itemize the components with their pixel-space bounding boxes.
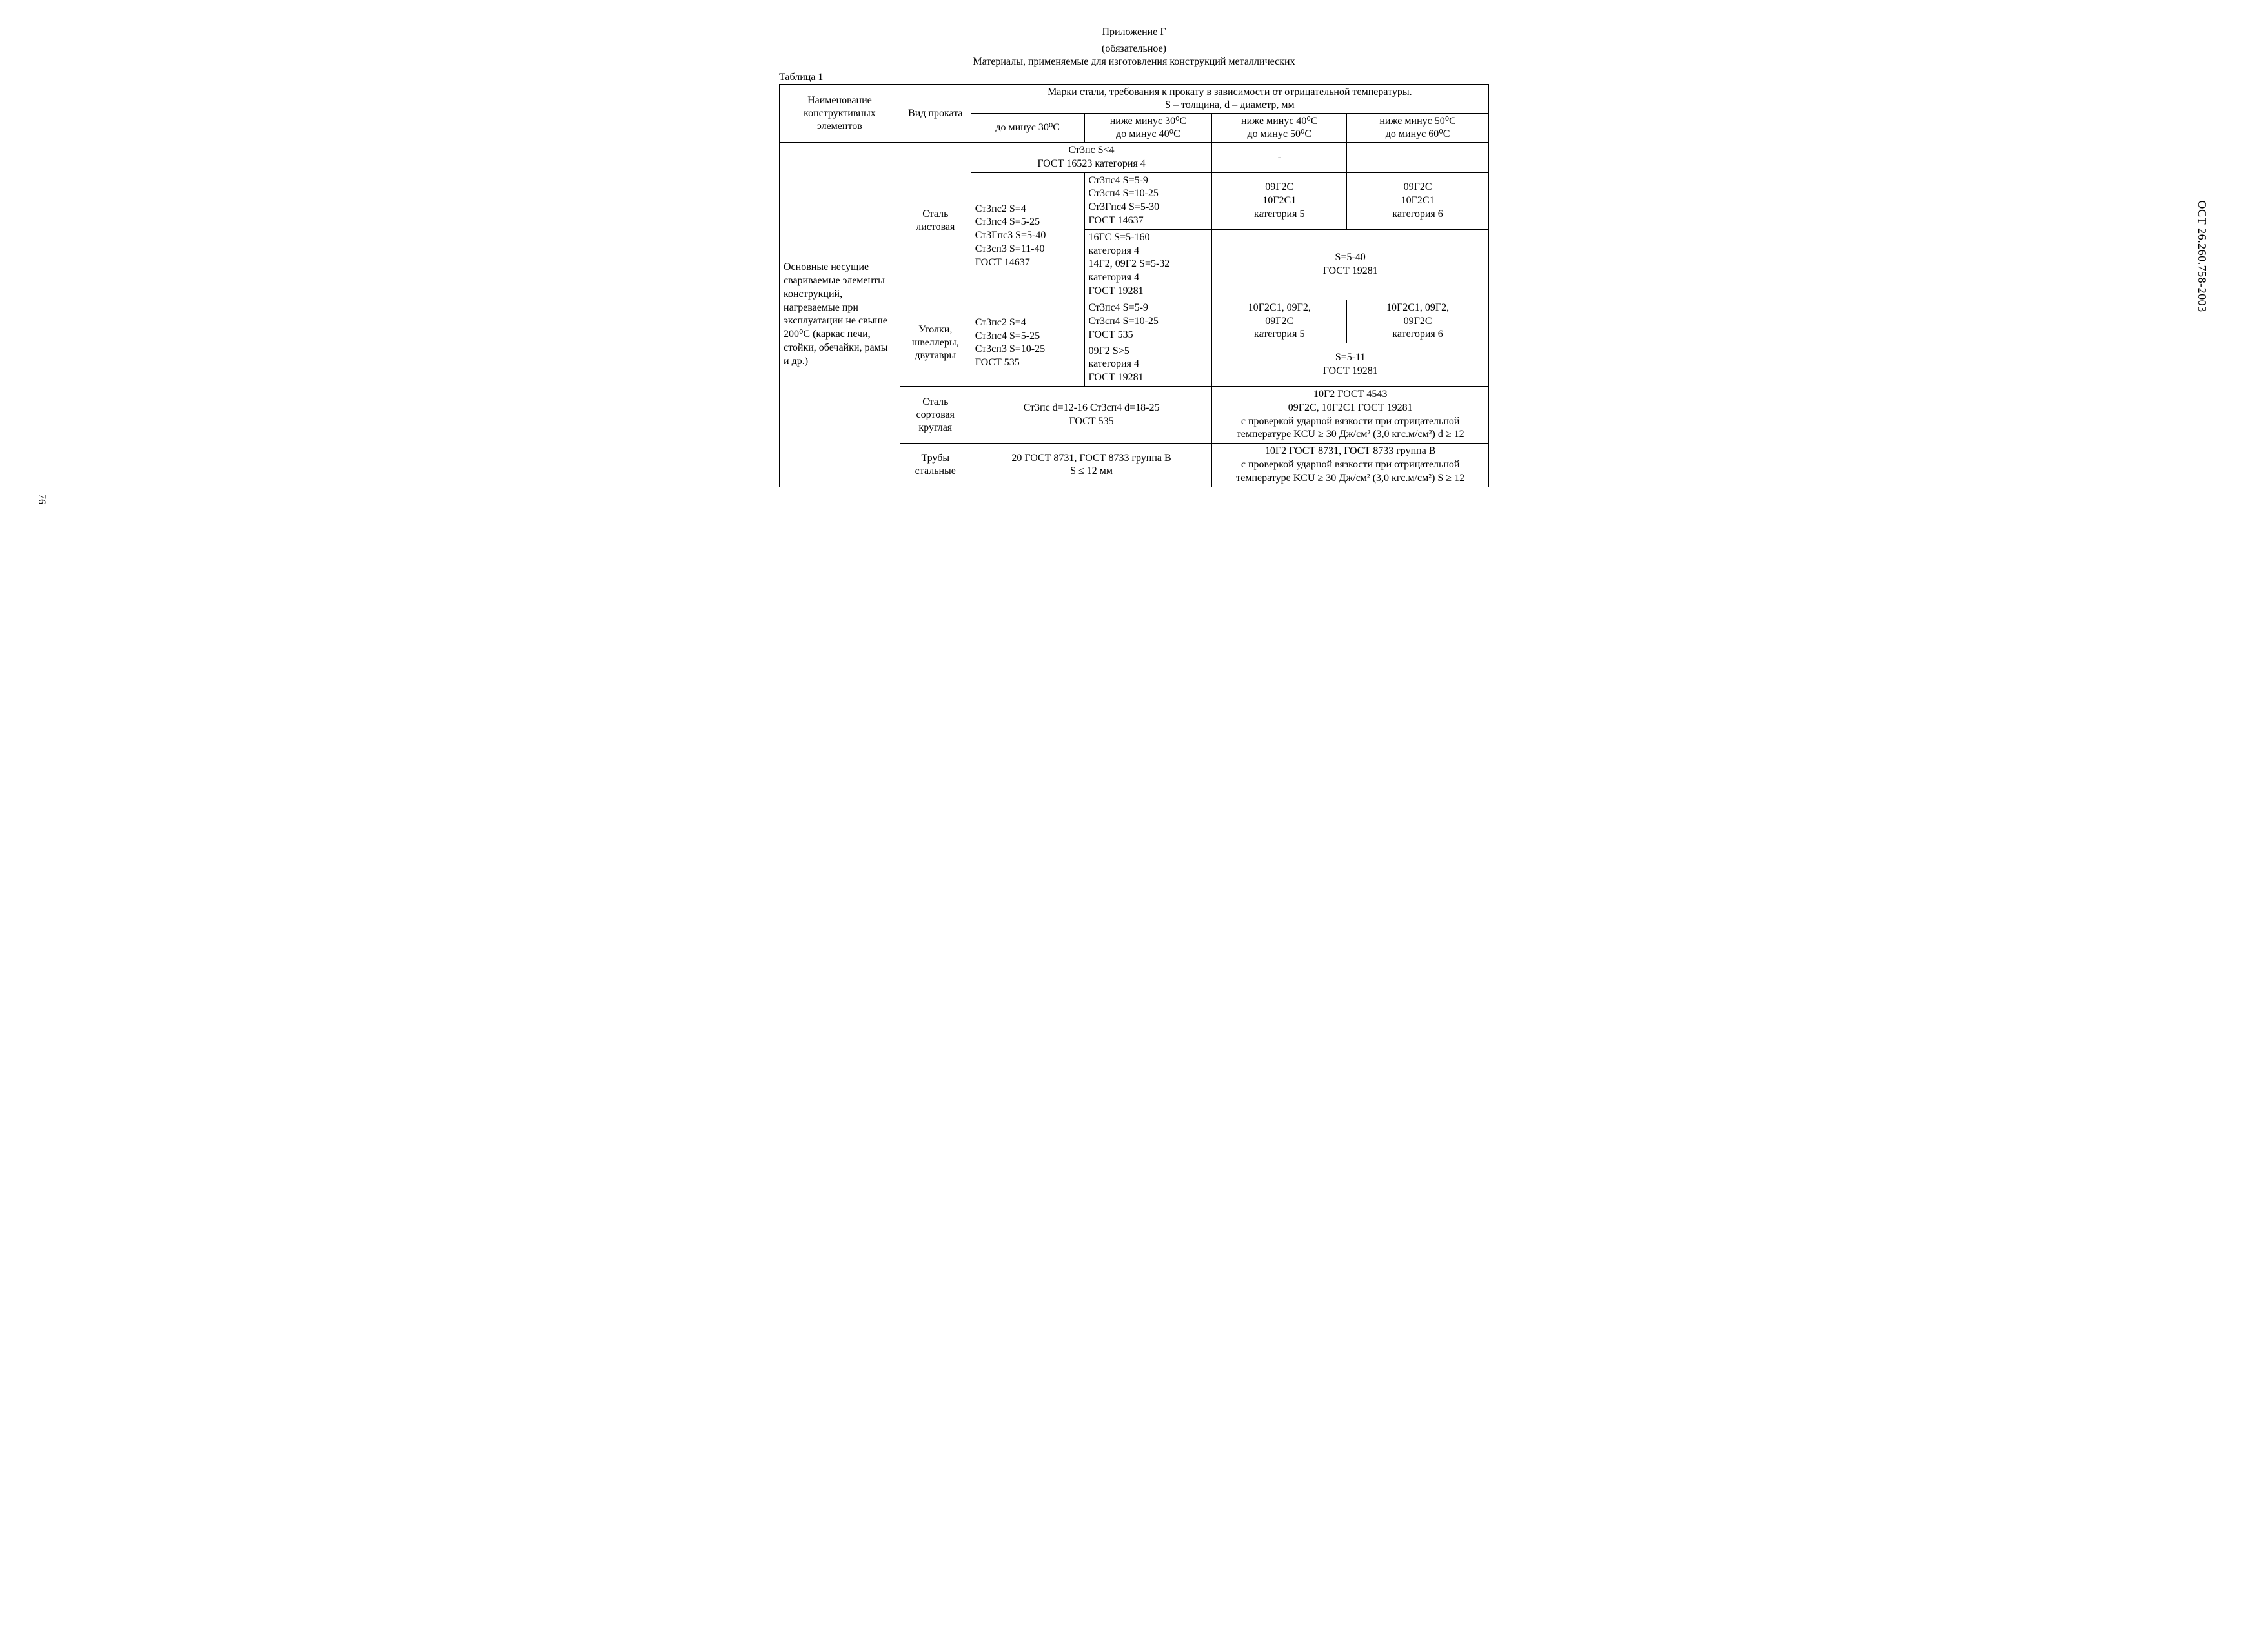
- cell-sheet-r2b-c34: S=5-40ГОСТ 19281: [1212, 229, 1489, 300]
- th-temp-1: до минус 30⁰С: [971, 114, 1084, 143]
- cell-angles-c34b: S=5-11ГОСТ 19281: [1212, 343, 1489, 387]
- th-grades-line1: Марки стали, требования к прокату в зави…: [1048, 87, 1412, 97]
- th-temp-4b: до минус 60⁰С: [1386, 128, 1450, 139]
- cell-round-c12: Ст3пс d=12-16 Ст3сп4 d=18-25ГОСТ 535: [971, 387, 1212, 444]
- cell-angles-c1: Ст3пс2 S=4Ст3пс4 S=5-25Ст3сп3 S=10-25ГОС…: [971, 300, 1084, 386]
- appendix-title: Приложение Г: [779, 26, 1489, 39]
- cell-angles-type: Уголки, швеллеры, двутавры: [900, 300, 971, 386]
- cell-sheet-steel-type: Сталь листовая: [900, 143, 971, 300]
- cell-sheet-r1-c3: -: [1212, 143, 1347, 173]
- th-temp-3a: ниже минус 40⁰С: [1241, 116, 1318, 127]
- doc-title: Материалы, применяемые для изготовления …: [779, 56, 1489, 68]
- th-rolled-type: Вид проката: [900, 85, 971, 143]
- mandatory-label: (обязательное): [779, 43, 1489, 56]
- cell-sheet-r1-c12: Ст3пс S<4ГОСТ 16523 категория 4: [971, 143, 1212, 173]
- cell-sheet-r1-c4: [1347, 143, 1489, 173]
- standard-code: ОСТ 26.260.758-2003: [2195, 201, 2209, 312]
- cell-angles-c2a: Ст3пс4 S=5-9Ст3сп4 S=10-25ГОСТ 535: [1084, 300, 1212, 343]
- cell-tubes-type: Трубы стальные: [900, 444, 971, 487]
- table-label: Таблица 1: [779, 71, 1489, 84]
- th-grades-merged: Марки стали, требования к прокату в зави…: [971, 85, 1488, 114]
- cell-sheet-r2a-c2: Ст3пс4 S=5-9Ст3сп4 S=10-25Ст3Гпс4 S=5-30…: [1084, 172, 1212, 229]
- materials-table: Наименование конструктивных элементов Ви…: [779, 84, 1489, 487]
- page-number: 76: [35, 494, 47, 504]
- cell-tubes-c12: 20 ГОСТ 8731, ГОСТ 8733 группа ВS ≤ 12 м…: [971, 444, 1212, 487]
- th-temp-2: ниже минус 30⁰С до минус 40⁰С: [1084, 114, 1212, 143]
- cell-sheet-r2b-c2: 16ГС S=5-160категория 414Г2, 09Г2 S=5-32…: [1084, 229, 1212, 300]
- cell-angles-c3: 10Г2С1, 09Г2,09Г2Скатегория 5: [1212, 300, 1347, 343]
- th-grades-line2: S – толщина, d – диаметр, мм: [1165, 99, 1294, 110]
- th-temp-4a: ниже минус 50⁰С: [1379, 116, 1456, 127]
- cell-element-name: Основные несущие свариваемые элементы ко…: [780, 143, 900, 487]
- th-temp-2b: до минус 40⁰С: [1116, 128, 1180, 139]
- cell-tubes-c34: 10Г2 ГОСТ 8731, ГОСТ 8733 группа Вс пров…: [1212, 444, 1489, 487]
- cell-sheet-r2-c1: Ст3пс2 S=4Ст3пс4 S=5-25Ст3Гпс3 S=5-40Ст3…: [971, 172, 1084, 300]
- th-temp-3b: до минус 50⁰С: [1247, 128, 1311, 139]
- cell-sheet-r2a-c3: 09Г2С10Г2С1категория 5: [1212, 172, 1347, 229]
- cell-angles-c4: 10Г2С1, 09Г2,09Г2Скатегория 6: [1347, 300, 1489, 343]
- th-temp-2a: ниже минус 30⁰С: [1110, 116, 1187, 127]
- th-temp-4: ниже минус 50⁰С до минус 60⁰С: [1347, 114, 1489, 143]
- cell-angles-c2b: 09Г2 S>5категория 4ГОСТ 19281: [1084, 343, 1212, 387]
- cell-sheet-r2a-c4: 09Г2С10Г2С1категория 6: [1347, 172, 1489, 229]
- th-element-name: Наименование конструктивных элементов: [780, 85, 900, 143]
- th-temp-3: ниже минус 40⁰С до минус 50⁰С: [1212, 114, 1347, 143]
- cell-round-c34: 10Г2 ГОСТ 454309Г2С, 10Г2С1 ГОСТ 19281с …: [1212, 387, 1489, 444]
- cell-round-type: Сталь сортовая круглая: [900, 387, 971, 444]
